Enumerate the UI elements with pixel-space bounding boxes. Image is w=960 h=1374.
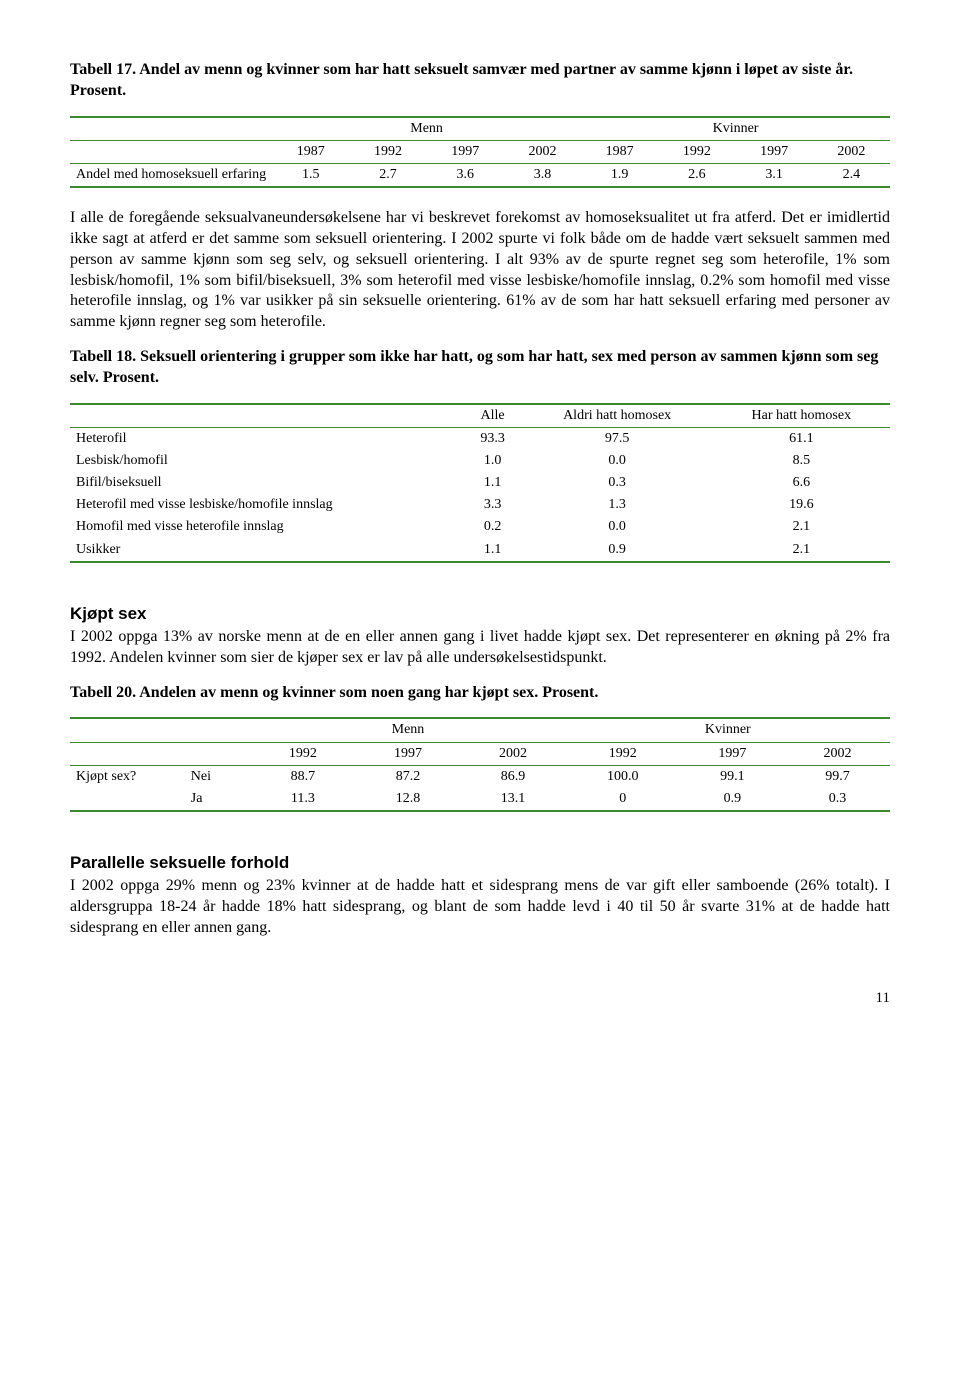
table17-year: 1997 (427, 140, 504, 163)
table20-val: 100.0 (566, 765, 680, 788)
table18-val: 2.1 (713, 539, 890, 562)
table17-year: 2002 (813, 140, 890, 163)
table20-val: 0 (566, 788, 680, 811)
table20-year: 1997 (680, 742, 785, 765)
table18: Alle Aldri hatt homosex Har hatt homosex… (70, 403, 890, 563)
table18-val: 3.3 (464, 494, 522, 516)
table18-row-label: Heterofil (70, 427, 464, 450)
table17-group-menn: Menn (272, 117, 581, 141)
table20-val: 86.9 (461, 765, 566, 788)
table18-val: 1.1 (464, 472, 522, 494)
heading-kjopt-sex: Kjøpt sex (70, 603, 890, 625)
table20-val: 88.7 (250, 765, 355, 788)
table17-year: 1987 (581, 140, 658, 163)
table20-title: Tabell 20. Andelen av menn og kvinner so… (70, 683, 890, 704)
table17-year: 1987 (272, 140, 349, 163)
table18-val: 6.6 (713, 472, 890, 494)
table17-row-label: Andel med homoseksuell erfaring (70, 163, 272, 187)
table17-val: 2.6 (658, 163, 735, 187)
table18-val: 93.3 (464, 427, 522, 450)
table20-val: 87.2 (355, 765, 460, 788)
table18-val: 61.1 (713, 427, 890, 450)
paragraph-parallelle: I 2002 oppga 29% menn og 23% kvinner at … (70, 876, 890, 938)
table17-val: 2.4 (813, 163, 890, 187)
table18-val: 97.5 (522, 427, 713, 450)
table18-val: 0.0 (522, 516, 713, 538)
table17-val: 3.6 (427, 163, 504, 187)
table20-sub: Ja (185, 788, 251, 811)
table17-group-kvinner: Kvinner (581, 117, 890, 141)
table20: Menn Kvinner 1992 1997 2002 1992 1997 20… (70, 717, 890, 812)
table17-val: 1.9 (581, 163, 658, 187)
table18-val: 2.1 (713, 516, 890, 538)
table20-year: 2002 (785, 742, 890, 765)
table20-val: 99.1 (680, 765, 785, 788)
table20-val: 99.7 (785, 765, 890, 788)
table17-year: 1992 (658, 140, 735, 163)
table20-row-label: Kjøpt sex? (70, 765, 185, 788)
table17-year: 1992 (349, 140, 426, 163)
table20-year: 2002 (461, 742, 566, 765)
table18-val: 1.3 (522, 494, 713, 516)
table20-group-kvinner: Kvinner (566, 718, 890, 742)
table17-year: 1997 (736, 140, 813, 163)
table17-val: 3.1 (736, 163, 813, 187)
table20-val: 0.9 (680, 788, 785, 811)
table20-sub: Nei (185, 765, 251, 788)
table18-col: Aldri hatt homosex (522, 404, 713, 428)
table17-title: Tabell 17. Andel av menn og kvinner som … (70, 60, 890, 102)
table18-val: 1.0 (464, 450, 522, 472)
table18-val: 0.2 (464, 516, 522, 538)
table20-val: 0.3 (785, 788, 890, 811)
table18-row-label: Homofil med visse heterofile innslag (70, 516, 464, 538)
table18-row-label: Lesbisk/homofil (70, 450, 464, 472)
table20-year: 1997 (355, 742, 460, 765)
table18-col: Har hatt homosex (713, 404, 890, 428)
table17-val: 1.5 (272, 163, 349, 187)
table17-val: 3.8 (504, 163, 581, 187)
table17-year: 2002 (504, 140, 581, 163)
table18-row-label: Heterofil med visse lesbiske/homofile in… (70, 494, 464, 516)
paragraph-1: I alle de foregående seksualvaneundersøk… (70, 208, 890, 333)
table17: Menn Kvinner 1987 1992 1997 2002 1987 19… (70, 116, 890, 189)
page-number: 11 (70, 989, 890, 1009)
table18-val: 0.9 (522, 539, 713, 562)
table20-year: 1992 (566, 742, 680, 765)
table18-val: 1.1 (464, 539, 522, 562)
table20-year: 1992 (250, 742, 355, 765)
table20-val: 11.3 (250, 788, 355, 811)
table18-title: Tabell 18. Seksuell orientering i gruppe… (70, 347, 890, 389)
table18-val: 19.6 (713, 494, 890, 516)
table20-group-menn: Menn (250, 718, 565, 742)
table17-val: 2.7 (349, 163, 426, 187)
table18-val: 0.0 (522, 450, 713, 472)
table20-val: 13.1 (461, 788, 566, 811)
paragraph-kjopt-sex: I 2002 oppga 13% av norske menn at de en… (70, 627, 890, 669)
heading-parallelle: Parallelle seksuelle forhold (70, 852, 890, 874)
table18-val: 8.5 (713, 450, 890, 472)
table18-row-label: Usikker (70, 539, 464, 562)
table18-col: Alle (464, 404, 522, 428)
table20-val: 12.8 (355, 788, 460, 811)
table18-val: 0.3 (522, 472, 713, 494)
table18-row-label: Bifil/biseksuell (70, 472, 464, 494)
